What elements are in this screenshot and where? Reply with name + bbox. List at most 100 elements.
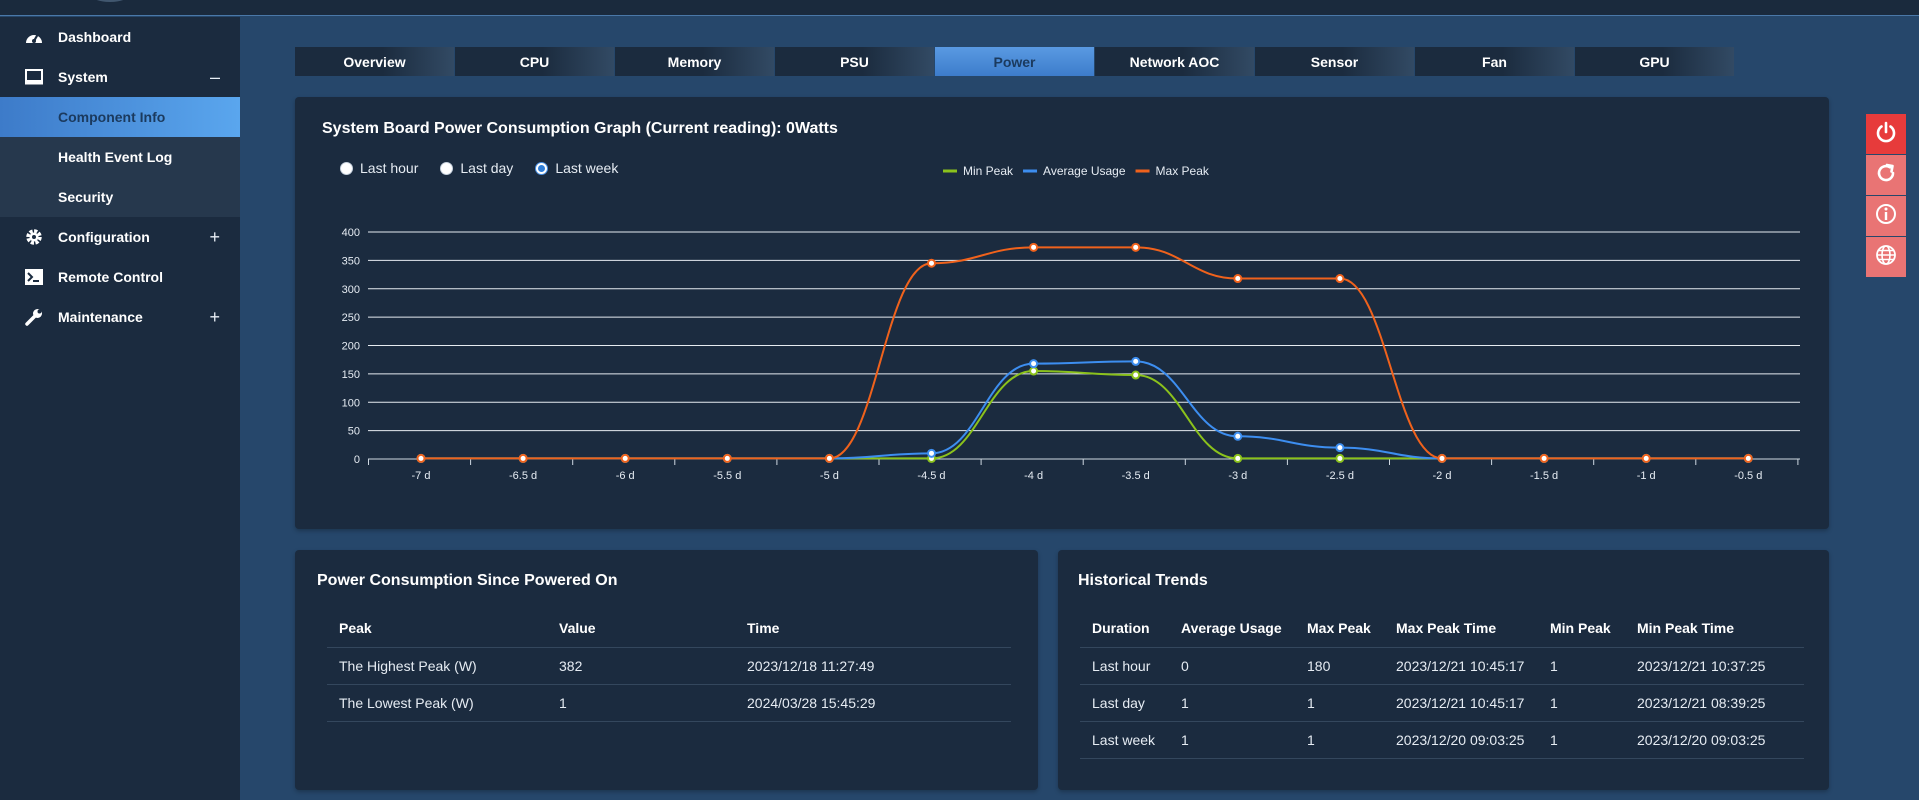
table-cell: 382 [547, 647, 735, 685]
since-powered-table: Peak Value Time The Highest Peak (W) 382… [327, 609, 1011, 722]
tab-sensor[interactable]: Sensor [1255, 47, 1414, 76]
expand-icon[interactable]: + [209, 227, 220, 247]
sidebar-item-label: Dashboard [58, 29, 132, 45]
expand-icon[interactable]: + [209, 307, 220, 327]
data-point-average-usage [1029, 359, 1039, 369]
component-tabs: Overview CPU Memory PSU Power Network AO… [295, 47, 1735, 76]
radio-last-week[interactable]: Last week [535, 160, 618, 176]
tab-memory[interactable]: Memory [615, 47, 774, 76]
tab-psu[interactable]: PSU [775, 47, 934, 76]
sidebar-subitem-health-event-log[interactable]: Health Event Log [0, 137, 240, 177]
table-cell: 180 [1295, 647, 1384, 685]
sidebar-item-remote-control[interactable]: Remote Control [0, 257, 240, 297]
language-button[interactable] [1866, 237, 1906, 277]
data-point-max-peak [1743, 453, 1753, 463]
sidebar-subitem-component-info[interactable]: Component Info [0, 97, 240, 137]
historical-trends-panel: Historical Trends Duration Average Usage… [1058, 550, 1829, 790]
collapse-icon[interactable]: – [209, 67, 220, 87]
sidebar-item-label: Maintenance [58, 309, 143, 325]
tab-fan[interactable]: Fan [1415, 47, 1574, 76]
tab-power[interactable]: Power [935, 47, 1094, 76]
sidebar-item-label: System [58, 69, 108, 85]
y-tick-label: 150 [342, 369, 360, 381]
data-point-min-peak [1233, 453, 1243, 463]
table-row: The Highest Peak (W) 382 2023/12/18 11:2… [327, 647, 1011, 685]
x-tick-label: -4.5 d [917, 470, 945, 482]
table-row: Last day 1 1 2023/12/21 10:45:17 1 2023/… [1080, 684, 1804, 722]
power-line-chart: 0 50 100 150 200 250 300 350 400 -7 d -6.5 d -6 d -5… [342, 164, 1800, 482]
data-point-max-peak [722, 453, 732, 463]
table-cell: 1 [547, 684, 735, 722]
table-cell: 1 [1295, 684, 1384, 722]
data-point-max-peak [824, 453, 834, 463]
refresh-button[interactable] [1866, 155, 1906, 195]
logo [90, 0, 130, 2]
column-header: Average Usage [1169, 609, 1295, 648]
sidebar-item-system[interactable]: System – [0, 57, 240, 97]
table-cell: The Highest Peak (W) [327, 647, 547, 685]
top-bar [0, 0, 1919, 16]
radio-label: Last week [555, 160, 619, 176]
quick-action-buttons [1866, 114, 1906, 278]
radio-button[interactable] [440, 161, 454, 175]
table-cell: 2023/12/18 11:27:49 [735, 647, 1011, 685]
power-button[interactable] [1866, 114, 1906, 154]
x-tick-label: -0.5 d [1734, 470, 1762, 482]
radio-button-selected[interactable] [535, 161, 549, 175]
table-cell: 2023/12/21 10:45:17 [1384, 647, 1538, 685]
y-tick-label: 400 [342, 227, 360, 239]
wrench-icon [24, 307, 44, 327]
tab-cpu[interactable]: CPU [455, 47, 614, 76]
legend-label-min-peak: Min Peak [963, 164, 1014, 178]
info-icon [1874, 202, 1898, 231]
table-cell: 1 [1538, 721, 1625, 759]
table-cell: 2023/12/21 08:39:25 [1625, 684, 1804, 722]
data-point-max-peak [1131, 242, 1141, 252]
data-point-min-peak [1029, 366, 1039, 376]
sidebar-subitem-security[interactable]: Security [0, 177, 240, 217]
table-row: The Lowest Peak (W) 1 2024/03/28 15:45:2… [327, 684, 1011, 722]
series-line-max-peak [421, 246, 1749, 460]
gear-icon [24, 227, 44, 247]
tab-overview[interactable]: Overview [295, 47, 454, 76]
table-header-row: Duration Average Usage Max Peak Max Peak… [1080, 609, 1804, 648]
column-header: Min Peak [1538, 609, 1625, 648]
table-cell: Last hour [1080, 647, 1169, 685]
x-tick-label: -5 d [820, 470, 839, 482]
table-cell: Last day [1080, 684, 1169, 722]
column-header: Value [547, 609, 735, 648]
data-point-max-peak [1029, 242, 1039, 252]
x-tick-label: -6.5 d [509, 470, 537, 482]
series-line-average-usage [421, 360, 1749, 460]
info-button[interactable] [1866, 196, 1906, 236]
sidebar-item-maintenance[interactable]: Maintenance + [0, 297, 240, 337]
dashboard-icon [24, 27, 44, 47]
table-row: Last week 1 1 2023/12/20 09:03:25 1 2023… [1080, 721, 1804, 759]
column-header: Time [735, 609, 1011, 648]
terminal-icon [24, 267, 44, 287]
y-tick-label: 0 [354, 454, 360, 466]
radio-button[interactable] [340, 161, 353, 175]
table-cell: 1 [1169, 721, 1295, 759]
y-tick-label: 100 [342, 397, 360, 409]
table-cell: 1 [1169, 684, 1295, 722]
power-graph-panel: System Board Power Consumption Graph (Cu… [295, 97, 1829, 529]
sidebar-item-dashboard[interactable]: Dashboard [0, 17, 240, 57]
data-point-average-usage [1335, 443, 1345, 453]
radio-last-day[interactable]: Last day [440, 160, 513, 176]
x-tick-label: -2.5 d [1326, 470, 1354, 482]
column-header: Max Peak [1295, 609, 1384, 648]
radio-last-hour[interactable]: Last hour [340, 160, 418, 176]
radio-label: Last hour [360, 160, 419, 176]
sidebar-item-configuration[interactable]: Configuration + [0, 217, 240, 257]
data-point-max-peak [1641, 453, 1651, 463]
time-range-selector: Last hour Last day Last week [340, 160, 640, 176]
data-point-max-peak [927, 258, 936, 268]
y-tick-label: 350 [342, 255, 360, 267]
data-point-max-peak [1539, 453, 1549, 463]
table-cell: 1 [1538, 647, 1625, 685]
tab-network-aoc[interactable]: Network AOC [1095, 47, 1254, 76]
tab-gpu[interactable]: GPU [1575, 47, 1734, 76]
y-tick-label: 50 [348, 426, 360, 438]
table-header-row: Peak Value Time [327, 609, 1011, 648]
